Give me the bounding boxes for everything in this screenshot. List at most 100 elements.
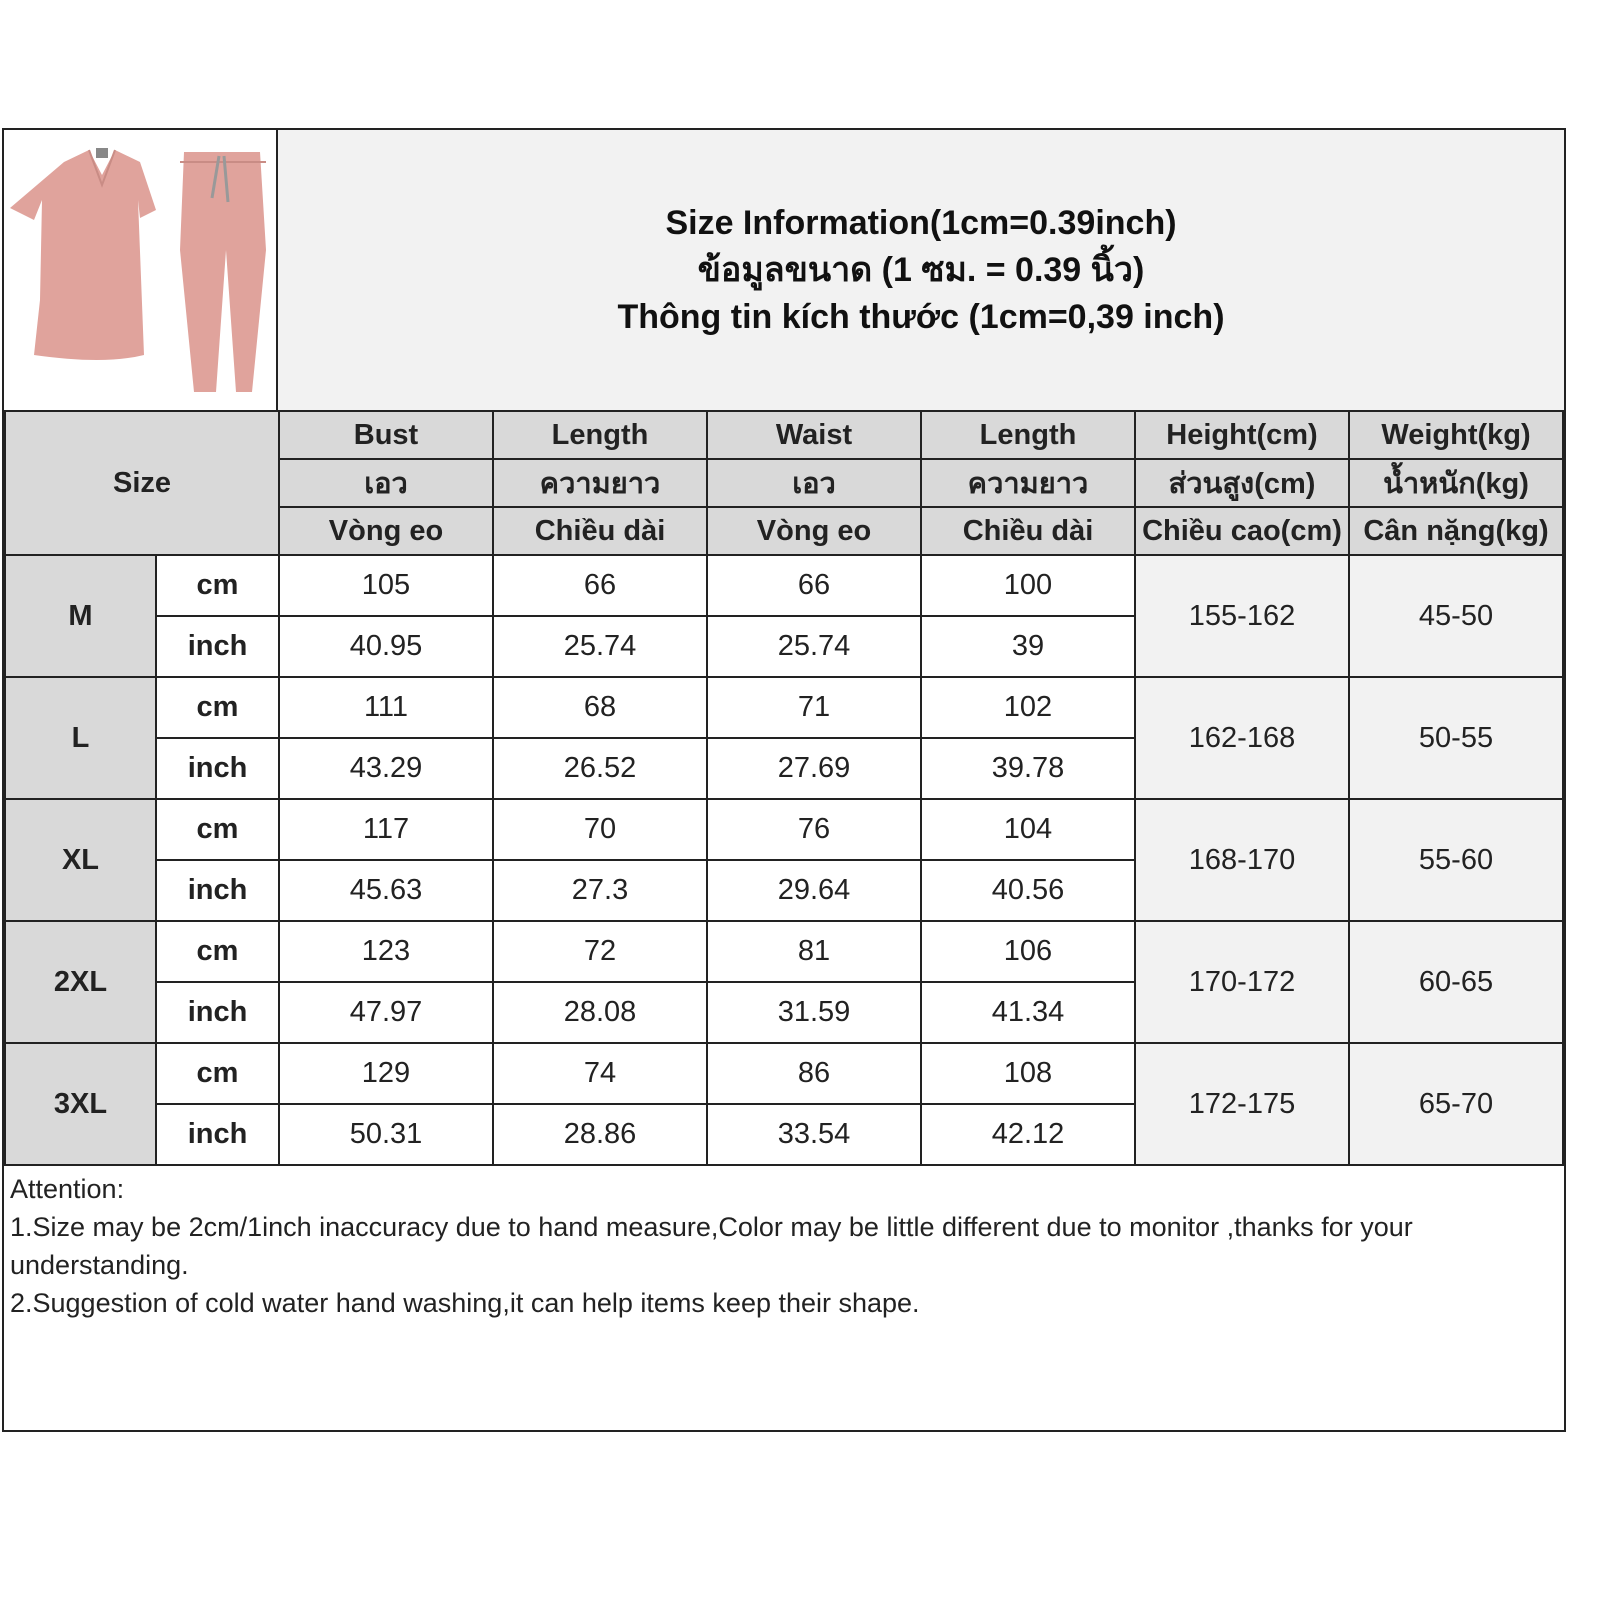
measurement-cell: 104 (920, 798, 1136, 861)
weight-cell: 60-65 (1348, 920, 1564, 1044)
measurement-cell: 29.64 (706, 859, 922, 922)
column-header: Length (920, 412, 1136, 460)
measurement-cell: 26.52 (492, 737, 708, 800)
unit-label: cm (155, 920, 280, 983)
weight-cell: 65-70 (1348, 1042, 1564, 1166)
unit-label: inch (155, 615, 280, 678)
height-cell: 162-168 (1134, 676, 1350, 800)
column-header: Weight(kg) (1348, 412, 1564, 460)
unit-label: cm (155, 798, 280, 861)
size-info-title: Size Information(1cm=0.39inch) ข้อมูลขนา… (278, 130, 1564, 410)
measurement-cell: 28.08 (492, 981, 708, 1044)
scrubs-illustration (10, 148, 266, 392)
column-header: Bust (278, 412, 494, 460)
size-label: M (4, 554, 157, 678)
measurement-cell: 108 (920, 1042, 1136, 1105)
measurement-cell: 43.29 (278, 737, 494, 800)
measurement-cell: 68 (492, 676, 708, 739)
column-header: เอว (278, 459, 494, 508)
column-header: Vòng eo (706, 507, 922, 556)
size-table: Size Bust Length Waist Length Height(cm) Weigh… (4, 412, 1564, 1166)
height-cell: 168-170 (1134, 798, 1350, 922)
measurement-cell: 25.74 (492, 615, 708, 678)
measurement-cell: 71 (706, 676, 922, 739)
weight-cell: 45-50 (1348, 554, 1564, 678)
unit-label: cm (155, 676, 280, 739)
unit-label: cm (155, 1042, 280, 1105)
measurement-cell: 27.69 (706, 737, 922, 800)
table-row: inch 50.31 28.86 33.54 42.12 (5, 1103, 1563, 1166)
title-thai: ข้อมูลขนาด (1 ซม. = 0.39 นิ้ว) (697, 250, 1145, 289)
measurement-cell: 40.95 (278, 615, 494, 678)
measurement-cell: 86 (706, 1042, 922, 1105)
height-cell: 170-172 (1134, 920, 1350, 1044)
column-header: Height(cm) (1134, 412, 1350, 460)
column-header: Chiều dài (920, 507, 1136, 556)
unit-label: inch (155, 859, 280, 922)
measurement-cell: 66 (492, 554, 708, 617)
measurement-cell: 39 (920, 615, 1136, 678)
measurement-cell: 39.78 (920, 737, 1136, 800)
measurement-cell: 45.63 (278, 859, 494, 922)
measurement-cell: 72 (492, 920, 708, 983)
measurement-cell: 102 (920, 676, 1136, 739)
column-header: Vòng eo (278, 507, 494, 556)
attention-heading: Attention: (10, 1174, 125, 1204)
column-header: Length (492, 412, 708, 460)
unit-label: inch (155, 1103, 280, 1166)
size-label: 3XL (4, 1042, 157, 1166)
column-header: Chiều dài (492, 507, 708, 556)
measurement-cell: 41.34 (920, 981, 1136, 1044)
attention-notes: Attention: 1.Size may be 2cm/1inch inacc… (4, 1166, 1564, 1430)
column-header: Chiều cao(cm) (1134, 507, 1350, 556)
height-cell: 155-162 (1134, 554, 1350, 678)
measurement-cell: 33.54 (706, 1103, 922, 1166)
column-header: Cân nặng(kg) (1348, 507, 1564, 556)
column-header: น้ำหนัก(kg) (1348, 459, 1564, 508)
column-header: ความยาว (920, 459, 1136, 508)
measurement-cell: 27.3 (492, 859, 708, 922)
unit-label: cm (155, 554, 280, 617)
measurement-cell: 74 (492, 1042, 708, 1105)
weight-cell: 55-60 (1348, 798, 1564, 922)
size-label: L (4, 676, 157, 800)
table-row: inch 40.95 25.74 25.74 39 (5, 615, 1563, 678)
measurement-cell: 31.59 (706, 981, 922, 1044)
attention-item: 1.Size may be 2cm/1inch inaccuracy due t… (10, 1212, 1413, 1280)
measurement-cell: 105 (278, 554, 494, 617)
header-row: Vòng eo Chiều dài Vòng eo Chiều dài Chiều ca… (5, 507, 1564, 556)
title-vietnamese: Thông tin kích thước (1cm=0,39 inch) (617, 297, 1225, 336)
measurement-cell: 100 (920, 554, 1136, 617)
measurement-cell: 81 (706, 920, 922, 983)
header-row: Size Bust Length Waist Length Height(cm) Weigh… (4, 412, 1564, 556)
measurement-cell: 40.56 (920, 859, 1136, 922)
measurement-cell: 50.31 (278, 1103, 494, 1166)
unit-label: inch (155, 981, 280, 1044)
measurement-cell: 76 (706, 798, 922, 861)
column-header: Waist (706, 412, 922, 460)
size-header: Size (4, 412, 280, 556)
size-chart: Size Information(1cm=0.39inch) ข้อมูลขนา… (2, 128, 1566, 1432)
table-row: 3XL cm 129 74 86 108 172-175 65-70 (4, 1042, 1564, 1166)
table-row: inch 45.63 27.3 29.64 40.56 (5, 859, 1563, 922)
column-header: ส่วนสูง(cm) (1134, 459, 1350, 508)
size-label: 2XL (4, 920, 157, 1044)
measurement-cell: 28.86 (492, 1103, 708, 1166)
column-header: ความยาว (492, 459, 708, 508)
column-header: เอว (706, 459, 922, 508)
measurement-cell: 42.12 (920, 1103, 1136, 1166)
height-cell: 172-175 (1134, 1042, 1350, 1166)
header-row: เอว ความยาว เอว ความยาว ส่วนสูง(cm) น้ำหนัก(k… (5, 459, 1564, 508)
measurement-cell: 106 (920, 920, 1136, 983)
measurement-cell: 111 (278, 676, 494, 739)
table-row: XL cm 117 70 76 104 168-170 55-60 (4, 798, 1564, 922)
measurement-cell: 129 (278, 1042, 494, 1105)
measurement-cell: 70 (492, 798, 708, 861)
table-row: 2XL cm 123 72 81 106 170-172 60-65 (4, 920, 1564, 1044)
table-row: inch 43.29 26.52 27.69 39.78 (5, 737, 1563, 800)
measurement-cell: 66 (706, 554, 922, 617)
measurement-cell: 47.97 (278, 981, 494, 1044)
product-image (4, 130, 278, 410)
